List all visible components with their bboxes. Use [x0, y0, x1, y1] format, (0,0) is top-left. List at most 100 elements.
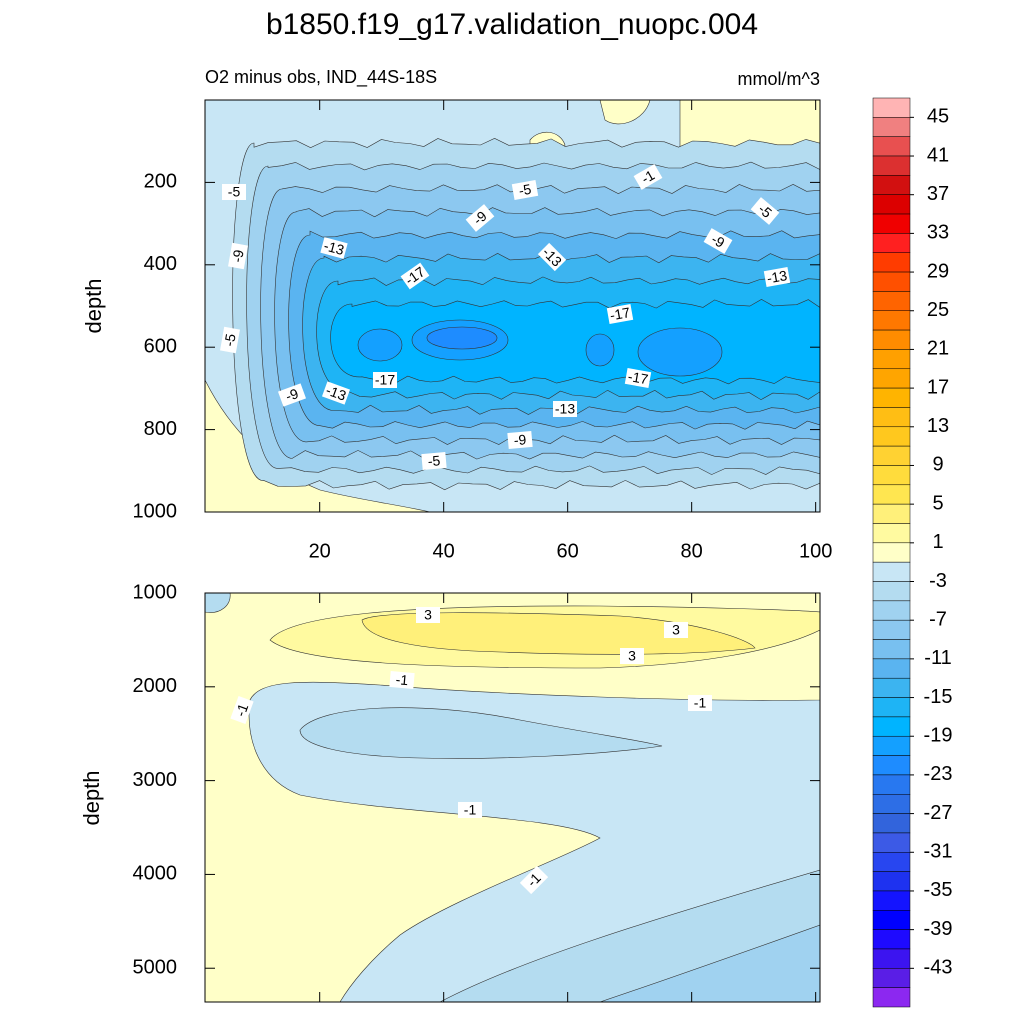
- colorbar-box: [872, 291, 911, 311]
- x-tick-label: 20: [309, 540, 331, 562]
- y-tick-label: 400: [144, 253, 177, 275]
- contour-label-text: -9: [513, 431, 527, 448]
- contour-fill: [357, 328, 403, 362]
- colorbar-box: [872, 968, 911, 988]
- contour-label-box: [507, 430, 533, 450]
- contour-label-box: [277, 383, 307, 407]
- colorbar-tick-label: 5: [932, 492, 943, 514]
- colorbar-box: [872, 465, 911, 486]
- colorbar-box: [872, 697, 911, 718]
- contour-label: -1: [688, 695, 712, 711]
- contour-label: -9: [277, 383, 307, 407]
- contour-fill: [205, 593, 820, 1002]
- colorbar-box: [872, 581, 911, 602]
- contour-fill: [599, 100, 651, 125]
- contour-fill: [426, 326, 498, 350]
- contour-label: -9: [703, 228, 733, 254]
- figure-title: b1850.f19_g17.validation_nuopc.004: [266, 8, 758, 41]
- colorbar-box: [872, 407, 911, 428]
- colorbar-box: [872, 252, 911, 273]
- contour-label-text: -13: [322, 237, 346, 258]
- colorbar-box: [872, 503, 911, 524]
- contour-label-box: [421, 451, 447, 471]
- colorbar-tick-label: 17: [927, 376, 949, 398]
- colorbar-box: [872, 136, 911, 157]
- contour-label-text: -17: [609, 304, 632, 323]
- contour-label: -9: [507, 430, 533, 450]
- colorbar-tick-label: -7: [929, 608, 947, 630]
- colorbar-box: [872, 929, 911, 950]
- x-tick-label: 100: [799, 540, 832, 562]
- colorbar-box: [872, 349, 911, 370]
- colorbar-box: [872, 368, 911, 389]
- colorbar-tick-label: 13: [927, 415, 949, 437]
- colorbar-tick-label: 21: [927, 338, 949, 360]
- contour-label-box: [664, 622, 688, 638]
- contour-label: -1: [230, 695, 254, 725]
- y-tick-label: 200: [144, 171, 177, 193]
- contour-label: -13: [321, 381, 351, 405]
- contour-fills: [205, 100, 820, 512]
- colorbar-tick-label: -31: [924, 841, 953, 863]
- x-tick-label: 40: [433, 540, 455, 562]
- contour-label-box: [458, 802, 482, 818]
- contour-label-text: -17: [627, 368, 650, 387]
- contour-label: -9: [228, 242, 248, 270]
- colorbar-box: [872, 948, 911, 969]
- contour-label-box: [633, 164, 663, 190]
- contour-label-box: [220, 326, 240, 354]
- plot-frame: [204, 99, 821, 513]
- colorbar-box: [872, 213, 911, 234]
- contour-label: -1: [633, 164, 663, 190]
- contour-field: [204, 99, 821, 513]
- x-tick-label: 60: [557, 540, 579, 562]
- y-tick-label: 600: [144, 335, 177, 357]
- colorbar-box: [872, 194, 911, 215]
- colorbar-box: [872, 329, 911, 350]
- colorbar-box: [872, 987, 911, 1008]
- contour-fill: [299, 707, 663, 759]
- colorbar-tick-label: 29: [927, 260, 949, 282]
- contour-label: -13: [320, 237, 348, 259]
- contour-label: -9: [465, 204, 495, 232]
- contour-label-text: 3: [628, 648, 636, 664]
- contour-label-box: [400, 262, 430, 290]
- colorbar-box: [872, 310, 911, 331]
- colorbar-box: [872, 716, 911, 737]
- contour-label: -1: [389, 670, 415, 690]
- colorbar-tick-label: 1: [932, 531, 943, 553]
- y-tick-label: 2000: [133, 675, 178, 697]
- colorbar-box: [872, 890, 911, 911]
- colorbar-tick-label: 25: [927, 299, 949, 321]
- colorbar-tick-label: -27: [924, 802, 953, 824]
- contour-label-text: -13: [766, 267, 789, 286]
- colorbar-box: [872, 155, 911, 176]
- colorbar-tick-label: 33: [927, 222, 949, 244]
- y-tick-label: 800: [144, 418, 177, 440]
- contour-label-text: 3: [672, 622, 680, 638]
- contour-label-box: [320, 237, 348, 259]
- contour-label-box: [230, 695, 254, 725]
- y-tick-label: 5000: [133, 957, 178, 979]
- colorbar-box: [872, 387, 911, 408]
- contour-label-box: [465, 204, 495, 232]
- contour-label-box: [321, 381, 351, 405]
- contour-label: -5: [750, 197, 780, 225]
- x-tick-label: 80: [681, 540, 703, 562]
- colorbar-box: [872, 832, 911, 853]
- colorbar-box: [872, 97, 911, 118]
- colorbar-box: [872, 175, 911, 195]
- contour-fills: [205, 593, 820, 1002]
- colorbar-box: [872, 735, 911, 756]
- contour-label: -1: [458, 802, 482, 818]
- contour-label-text: 3: [424, 607, 432, 623]
- y-axis-label: depth: [81, 278, 106, 333]
- colorbar-box: [872, 426, 911, 447]
- colorbar-box: [872, 677, 911, 698]
- colorbar-box: [872, 871, 911, 892]
- contour-fill: [361, 612, 756, 655]
- y-tick-label: 1000: [133, 581, 178, 603]
- colorbar-box: [872, 813, 911, 834]
- colorbar-tick-label: -43: [924, 957, 953, 979]
- contour-label-box: [703, 228, 733, 254]
